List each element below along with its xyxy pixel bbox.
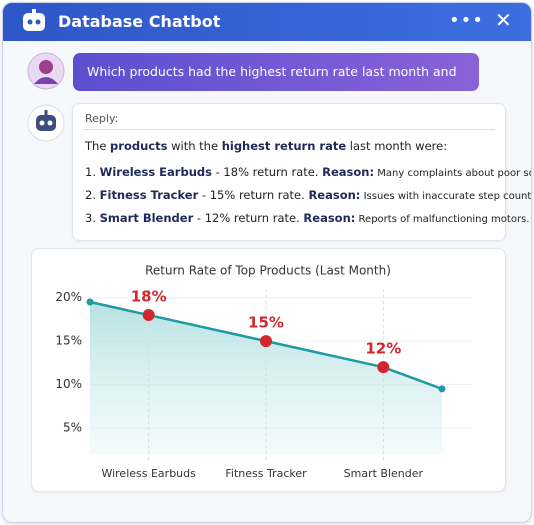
text: The bbox=[85, 139, 111, 153]
text: Many complaints about poor sound quality… bbox=[377, 168, 531, 179]
area bbox=[90, 302, 442, 454]
text: with the bbox=[167, 139, 222, 153]
header: Database Chatbot ••• ✕ bbox=[3, 3, 531, 41]
y-tick-label: 20% bbox=[55, 290, 82, 304]
text: Reports of malfunctioning motors. bbox=[355, 214, 530, 225]
value-label: 15% bbox=[248, 314, 284, 332]
text: products bbox=[110, 139, 168, 153]
bot-avatar bbox=[27, 104, 65, 142]
point bbox=[142, 309, 155, 322]
bot-icon bbox=[23, 9, 45, 31]
text: 3. bbox=[85, 211, 96, 225]
reply-label: Reply: bbox=[85, 112, 119, 125]
reply-card: Reply: The products with the highest ret… bbox=[72, 103, 531, 241]
text: - 18% return rate. bbox=[211, 165, 323, 179]
reply-item: 1. Wireless Earbuds - 18% return rate. R… bbox=[85, 165, 531, 179]
reply-item: 2. Fitness Tracker - 15% return rate. Re… bbox=[85, 188, 532, 202]
reply-item: 3. Smart Blender - 12% return rate. Reas… bbox=[85, 211, 529, 225]
point bbox=[438, 385, 446, 393]
x-tick-label: Fitness Tracker bbox=[225, 467, 307, 480]
text: - 15% return rate. bbox=[198, 188, 309, 202]
text: Reason: bbox=[308, 188, 361, 202]
text: Issues with inaccurate step counting. bbox=[360, 191, 532, 202]
close-button[interactable]: ✕ bbox=[495, 8, 512, 32]
reply-intro: The products with the highest return rat… bbox=[85, 139, 447, 153]
text: Fitness Tracker bbox=[99, 188, 199, 202]
point bbox=[377, 361, 390, 374]
text: last month were: bbox=[346, 139, 448, 153]
text: Reason: bbox=[322, 165, 375, 179]
x-tick-label: Wireless Earbuds bbox=[101, 467, 196, 480]
x-tick-label: Smart Blender bbox=[344, 467, 424, 480]
text: 2. bbox=[85, 188, 96, 202]
text: 1. bbox=[85, 165, 96, 179]
text: - 12% return rate. bbox=[193, 211, 304, 225]
y-tick-label: 10% bbox=[55, 377, 82, 391]
value-label: 18% bbox=[131, 288, 167, 306]
header-title: Database Chatbot bbox=[58, 12, 221, 31]
value-label: 12% bbox=[365, 340, 401, 358]
separator bbox=[83, 129, 495, 130]
y-tick-label: 15% bbox=[55, 334, 82, 348]
point bbox=[86, 298, 94, 306]
chart-title: Return Rate of Top Products (Last Month) bbox=[145, 264, 391, 278]
text: highest return rate bbox=[221, 139, 347, 153]
user-avatar bbox=[27, 52, 65, 90]
chart: Return Rate of Top Products (Last Month)… bbox=[55, 264, 472, 480]
text: Wireless Earbuds bbox=[99, 165, 212, 179]
point bbox=[260, 335, 272, 348]
menu-button[interactable]: ••• bbox=[449, 10, 484, 31]
text: Reason: bbox=[303, 211, 356, 225]
chart-card: Return Rate of Top Products (Last Month)… bbox=[31, 248, 506, 492]
text: Smart Blender bbox=[99, 211, 194, 225]
user-message: Which products had the highest return ra… bbox=[73, 53, 479, 117]
y-tick-label: 5% bbox=[63, 420, 82, 434]
